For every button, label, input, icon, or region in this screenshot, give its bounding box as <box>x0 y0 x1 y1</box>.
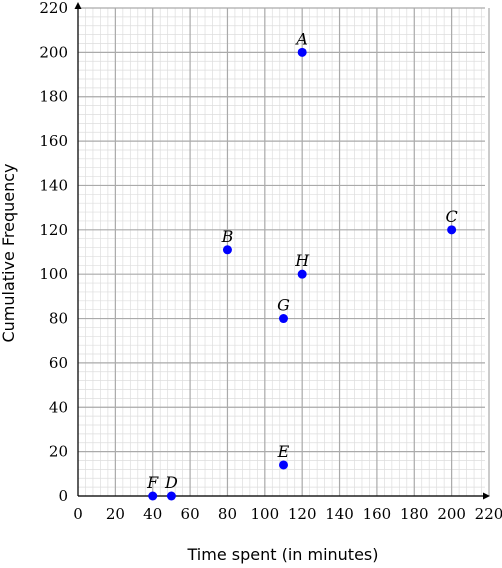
x-tick-label: 220 <box>475 505 502 523</box>
point-label-d: D <box>164 473 178 492</box>
y-tick-label: 20 <box>49 443 68 461</box>
x-tick-label: 60 <box>181 505 200 523</box>
x-tick-label: 40 <box>143 505 162 523</box>
data-point-b <box>222 245 232 255</box>
data-point-f <box>148 491 158 501</box>
point-label-f: F <box>146 473 159 492</box>
x-axis-arrow <box>483 492 490 500</box>
y-tick-label: 40 <box>49 398 68 416</box>
y-tick-label: 120 <box>39 221 68 239</box>
x-tick-label: 100 <box>250 505 279 523</box>
data-point-d <box>166 491 176 501</box>
x-tick-labels: 0 20 40 60 80 100 120 140 160 180 200 220 <box>73 505 502 523</box>
data-point-c <box>447 225 457 235</box>
y-tick-label: 80 <box>49 310 68 328</box>
y-tick-label: 200 <box>39 43 68 61</box>
point-label-e: E <box>277 442 290 461</box>
x-tick-label: 0 <box>73 505 83 523</box>
y-tick-label: 220 <box>39 0 68 17</box>
point-label-a: A <box>294 29 308 48</box>
y-tick-label: 180 <box>39 88 68 106</box>
x-axis-title: Time spent (in minutes) <box>187 545 379 564</box>
point-label-g: G <box>277 296 290 315</box>
y-tick-label: 100 <box>39 265 68 283</box>
y-tick-labels: 0 20 40 60 80 100 120 140 160 180 200 220 <box>39 0 68 505</box>
data-point-g <box>279 314 288 324</box>
x-tick-label: 20 <box>106 505 125 523</box>
point-label-c: C <box>446 207 458 226</box>
data-points <box>148 47 457 501</box>
x-tick-label: 180 <box>400 505 429 523</box>
y-axis-title: Cumulative Frequency <box>0 163 18 342</box>
x-tick-label: 160 <box>363 505 392 523</box>
data-point-a <box>297 47 307 57</box>
data-point-h <box>297 269 307 279</box>
minor-grid <box>77 7 490 497</box>
x-tick-label: 140 <box>325 505 354 523</box>
y-axis-arrow <box>74 2 82 9</box>
point-label-h: H <box>294 251 310 270</box>
point-label-b: B <box>221 227 234 246</box>
y-tick-label: 60 <box>49 354 68 372</box>
data-point-e <box>279 460 288 470</box>
major-grid <box>77 7 490 497</box>
y-tick-label: 0 <box>58 487 68 505</box>
point-labels: A B C D E F G H <box>146 29 458 492</box>
x-tick-label: 120 <box>288 505 317 523</box>
axes <box>74 2 490 500</box>
y-tick-label: 140 <box>39 176 68 194</box>
x-tick-label: 200 <box>437 505 466 523</box>
x-tick-label: 80 <box>218 505 237 523</box>
y-tick-label: 160 <box>39 132 68 150</box>
